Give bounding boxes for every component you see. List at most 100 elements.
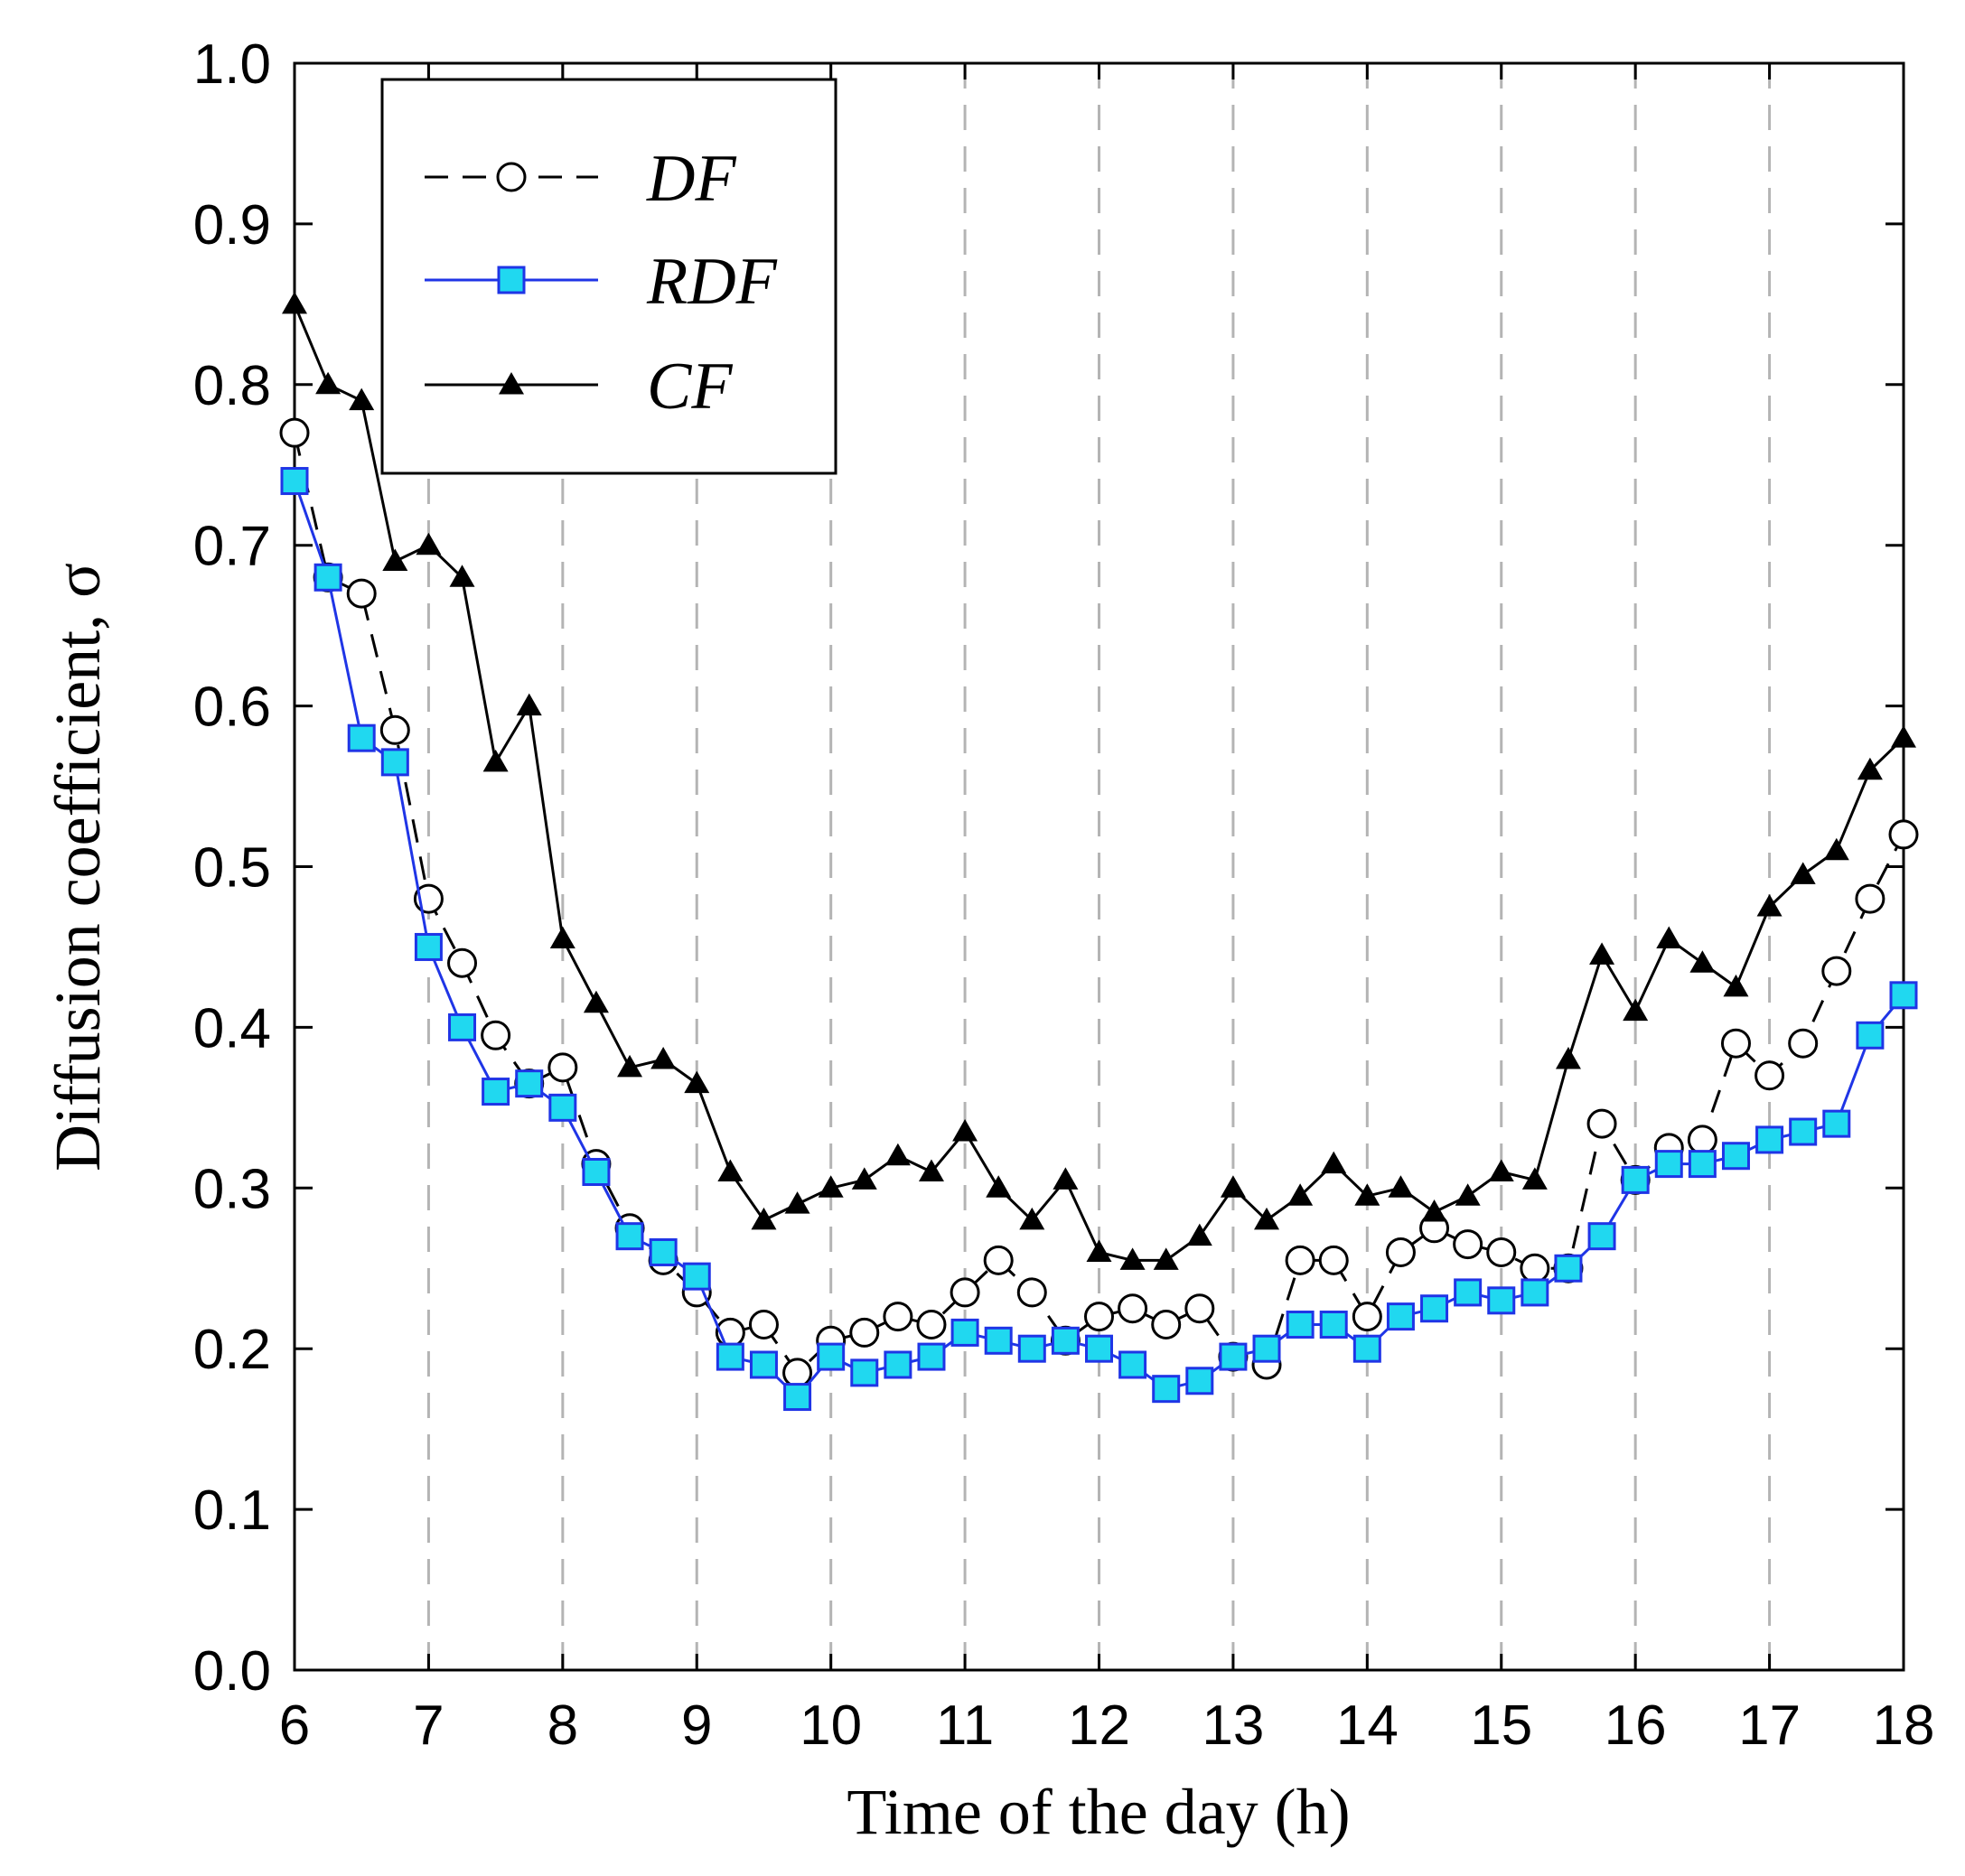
x-tick-label-10: 10 — [800, 1694, 862, 1757]
point-rdf-7.75 — [515, 1069, 544, 1098]
x-tick-label-6: 6 — [279, 1694, 310, 1757]
point-cf-17 — [1756, 893, 1783, 917]
point-rdf-16.25 — [1654, 1150, 1683, 1179]
point-df-12 — [1084, 1302, 1114, 1332]
y-tick-label-0.8: 0.8 — [193, 355, 271, 417]
point-rdf-14.25 — [1386, 1302, 1415, 1331]
point-rdf-12 — [1085, 1334, 1113, 1363]
point-cf-7 — [416, 532, 442, 555]
point-cf-15.5 — [1555, 1046, 1581, 1069]
y-tick-label-0.2: 0.2 — [193, 1319, 271, 1381]
point-cf-10.5 — [884, 1143, 911, 1166]
point-rdf-10 — [817, 1342, 846, 1371]
point-cf-15.25 — [1521, 1167, 1548, 1190]
point-df-8 — [547, 1052, 578, 1083]
point-df-17.75 — [1855, 883, 1885, 914]
series-rdf — [280, 467, 1918, 1412]
point-cf-13.75 — [1321, 1151, 1347, 1174]
point-rdf-11.75 — [1051, 1326, 1080, 1355]
y-tick-label-0.4: 0.4 — [193, 997, 271, 1059]
point-df-17.25 — [1788, 1028, 1819, 1059]
point-rdf-15.75 — [1587, 1222, 1616, 1251]
y-tick-label-0.6: 0.6 — [193, 677, 271, 739]
point-rdf-7.5 — [482, 1078, 510, 1106]
point-rdf-16.5 — [1688, 1150, 1717, 1179]
x-tick-label-7: 7 — [413, 1694, 444, 1757]
point-df-14 — [1352, 1302, 1382, 1332]
point-rdf-18 — [1889, 981, 1918, 1010]
point-df-6.5 — [346, 578, 377, 609]
point-rdf-13.25 — [1252, 1334, 1281, 1363]
legend-label-rdf: RDF — [646, 245, 778, 319]
point-cf-6.75 — [382, 548, 408, 571]
point-rdf-6.75 — [380, 748, 409, 777]
point-rdf-6.25 — [313, 563, 342, 592]
point-df-13.5 — [1285, 1245, 1315, 1275]
point-rdf-10.5 — [884, 1350, 912, 1379]
point-rdf-7 — [414, 932, 443, 961]
point-rdf-17 — [1755, 1125, 1784, 1154]
point-rdf-9.75 — [783, 1383, 812, 1412]
data-series — [279, 291, 1919, 1412]
y-tick-label-0.0: 0.0 — [193, 1640, 271, 1703]
point-df-16.75 — [1720, 1028, 1751, 1059]
point-cf-15.75 — [1589, 942, 1615, 965]
point-rdf-14.75 — [1454, 1278, 1483, 1307]
point-cf-14 — [1354, 1183, 1380, 1206]
y-axis-title: Diffusion coefficient, σ — [42, 563, 114, 1171]
point-cf-6 — [282, 291, 307, 314]
point-rdf-13.75 — [1319, 1311, 1348, 1339]
point-df-12.5 — [1151, 1310, 1182, 1340]
point-rdf-17.75 — [1856, 1021, 1885, 1050]
point-df-16.5 — [1687, 1125, 1717, 1155]
point-rdf-8.5 — [615, 1222, 644, 1251]
point-cf-11.25 — [986, 1175, 1012, 1198]
point-rdf-15 — [1487, 1286, 1516, 1315]
point-rdf-9 — [682, 1262, 711, 1291]
point-cf-14.25 — [1388, 1175, 1414, 1198]
point-df-17 — [1754, 1060, 1785, 1091]
point-rdf-11 — [950, 1318, 979, 1347]
y-tick-label-0.7: 0.7 — [193, 516, 271, 578]
point-df-9.5 — [748, 1310, 779, 1340]
point-cf-16.5 — [1689, 950, 1716, 973]
legend-box — [380, 78, 837, 475]
point-df-12.25 — [1118, 1293, 1148, 1324]
point-cf-12.25 — [1119, 1247, 1146, 1270]
point-cf-9.5 — [751, 1207, 777, 1230]
point-rdf-12.5 — [1152, 1375, 1181, 1404]
point-df-15.25 — [1520, 1253, 1550, 1283]
y-tick-label-0.1: 0.1 — [193, 1479, 271, 1542]
point-cf-10.25 — [851, 1167, 877, 1190]
point-cf-11.75 — [1053, 1167, 1079, 1190]
point-rdf-13.5 — [1286, 1311, 1315, 1339]
point-df-18 — [1888, 819, 1919, 850]
point-rdf-15.5 — [1554, 1254, 1583, 1283]
point-cf-8.5 — [617, 1054, 643, 1078]
point-df-10.25 — [849, 1317, 880, 1348]
x-tick-label-8: 8 — [547, 1694, 578, 1757]
point-cf-13.25 — [1254, 1207, 1280, 1230]
point-cf-8 — [549, 926, 575, 949]
legend: DF RDF CF — [380, 78, 837, 475]
point-rdf-10.25 — [850, 1358, 879, 1387]
x-axis-title: Time of the day (h) — [847, 1776, 1350, 1848]
point-rdf-8.75 — [649, 1237, 678, 1266]
point-rdf-11.5 — [1017, 1334, 1046, 1363]
legend-label-cf: CF — [647, 350, 733, 424]
point-rdf-6.5 — [347, 723, 376, 752]
legend-marker-cf — [499, 372, 524, 395]
point-cf-7.25 — [449, 565, 475, 587]
x-tick-label-12: 12 — [1068, 1694, 1130, 1757]
point-df-12.75 — [1184, 1293, 1215, 1324]
point-cf-16.25 — [1656, 926, 1682, 949]
point-df-15.75 — [1586, 1108, 1617, 1139]
x-tick-label-15: 15 — [1470, 1694, 1532, 1757]
point-rdf-9.5 — [749, 1350, 778, 1379]
x-tick-label-13: 13 — [1202, 1694, 1264, 1757]
point-df-15 — [1486, 1237, 1517, 1267]
y-tick-label-0.5: 0.5 — [193, 837, 271, 900]
y-tick-label-0.3: 0.3 — [193, 1158, 271, 1220]
point-cf-7.5 — [482, 749, 509, 772]
point-df-9.75 — [782, 1358, 813, 1388]
